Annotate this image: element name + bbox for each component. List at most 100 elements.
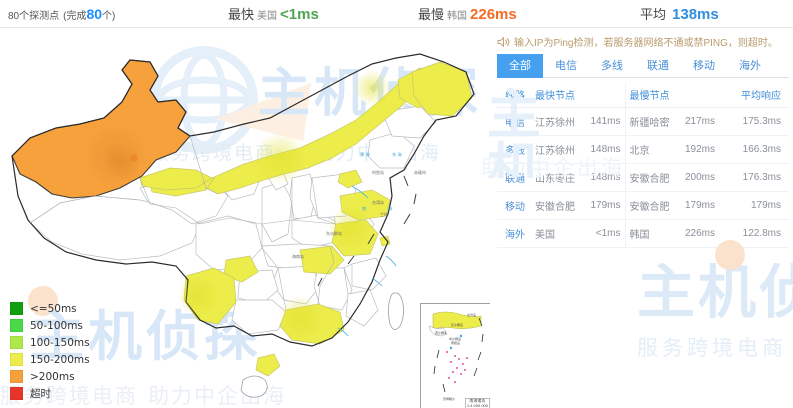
fastest-summary: 最快 美国 <1ms [228,4,319,23]
legend-item: 50-100ms [10,317,90,334]
row-slow-node: 韩国 [624,219,672,248]
legend-swatch-5 [10,387,23,400]
speaker-icon [497,35,510,48]
row-fast-node: 安徽合肥 [531,191,578,220]
col-header-line: 线路 [497,82,531,108]
svg-text:曾母暗沙: 曾母暗沙 [443,396,455,401]
slowest-label: 最慢 [418,7,445,22]
china-map-svg[interactable]: 黄 海 东 海 南 海 钓鱼岛 赤尾屿 台湾岛 兰屿 东沙群岛 海南岛 [0,28,490,408]
legend-label-2: 100-150ms [30,336,90,349]
fastest-region: 美国 [257,11,278,22]
probe-count-prefix: 80个探测点 [8,10,60,22]
probe-glow-jiangsu [328,206,372,250]
tab-unicom[interactable]: 联通 [647,60,669,72]
row-line: 移动 [497,191,531,220]
legend-item: 超时 [10,385,90,402]
svg-text:东沙群岛: 东沙群岛 [451,322,463,327]
average-summary: 平均 138ms [640,4,719,23]
legend-label-3: 150-200ms [30,353,90,366]
row-fast-ms: 179ms [578,191,625,220]
legend-item: >200ms [10,368,90,385]
svg-text:西沙群岛: 西沙群岛 [435,330,447,335]
col-header-fastest: 最快节点 [531,82,625,108]
row-line: 联通 [497,163,531,192]
inset-scale-text: 1:4 000 000 [466,402,488,408]
row-fast-node: 江苏徐州 [531,135,578,164]
legend-swatch-3 [10,353,23,366]
panel-watermark-brand-text: 主机侦探 [637,263,793,325]
map-legend: <=50ms 50-100ms 100-150ms 150-200ms >200… [10,300,90,402]
average-label: 平均 [640,7,667,22]
legend-item: 100-150ms [10,334,90,351]
row-avg-ms: 176.3ms [719,163,789,192]
tab-multiline[interactable]: 多线 [601,60,623,72]
summary-bar: 80个探测点 (完成 80 个) 最快 美国 <1ms 最慢 韩国 226ms … [0,0,793,28]
tab-all[interactable]: 全部 [497,54,543,78]
slowest-summary: 最慢 韩国 226ms [418,4,517,23]
svg-text:台湾岛: 台湾岛 [372,199,384,205]
map-taiwan [388,292,404,330]
table-row[interactable]: 多线 江苏徐州 148ms 北京 192ms 166.3ms [497,135,789,164]
svg-text:黄岩岛: 黄岩岛 [451,340,460,345]
probe-note-close: 个) [102,10,116,22]
row-slow-ms: 179ms [672,191,719,220]
legend-swatch-4 [10,370,23,383]
svg-text:台湾岛: 台湾岛 [467,312,476,317]
svg-text:海: 海 [388,205,393,212]
row-line: 电信 [497,107,531,136]
legend-label-0: <=50ms [30,302,77,315]
line-filter-tabs: 全部 电信 多线 联通 移动 海外 [497,54,789,78]
legend-item: <=50ms [10,300,90,317]
results-panel: 输入IP为Ping检测，若服务器网络不通或禁PING，则超时。 全部 电信 多线… [481,28,793,408]
probe-count-summary: 80个探测点 (完成 80 个) [8,6,115,22]
probe-note-open: (完成 [63,10,87,22]
row-avg-ms: 179ms [719,191,789,220]
china-ping-map[interactable]: 主机侦探 服务跨境电商 助力中企出海 主机侦探 服务跨境电商 助力中企出海 [0,28,490,408]
probe-glow-heilongjiang [354,70,390,106]
row-slow-ms: 200ms [672,163,719,192]
row-fast-ms: 141ms [578,107,625,136]
row-fast-node: 美国 [531,219,578,248]
svg-text:东 海: 东 海 [392,151,403,158]
ping-results-table: 线路 最快节点 最慢节点 平均响应 电信 江苏徐州 141ms 新疆哈密 217… [497,82,789,248]
svg-text:赤尾屿: 赤尾屿 [414,169,426,175]
tab-mobile[interactable]: 移动 [693,60,715,72]
probe-glow-inner-mongolia [254,132,306,184]
svg-text:海南岛: 海南岛 [292,253,304,259]
table-header-row: 线路 最快节点 最慢节点 平均响应 [497,82,789,108]
slowest-value: 226ms [470,6,517,23]
slowest-region: 韩国 [447,11,468,22]
tab-telecom[interactable]: 电信 [555,60,577,72]
probe-glow-guangdong [278,296,322,340]
row-fast-ms: 148ms [578,163,625,192]
col-header-slowest: 最慢节点 [624,82,719,108]
legend-label-1: 50-100ms [30,319,83,332]
svg-text:南: 南 [362,205,366,211]
row-fast-node: 江苏徐州 [531,107,578,136]
row-avg-ms: 122.8ms [719,219,789,248]
legend-swatch-0 [10,302,23,315]
legend-item: 150-200ms [10,351,90,368]
col-header-average: 平均响应 [719,82,789,108]
fastest-value: <1ms [280,6,319,23]
row-fast-ms: <1ms [578,219,625,248]
ping-hint-row: 输入IP为Ping检测，若服务器网络不通或禁PING，则超时。 [497,28,789,50]
row-slow-ms: 226ms [672,219,719,248]
table-row[interactable]: 移动 安徽合肥 179ms 安徽合肥 179ms 179ms [497,191,789,220]
row-line: 多线 [497,135,531,164]
probe-glow-yunnan [178,276,218,316]
row-fast-node: 山东枣庄 [531,163,578,192]
inset-label-text: 南海诸岛 [469,398,486,404]
row-slow-ms: 192ms [672,135,719,164]
inset-scale-label: 南海诸岛 1:4 000 000 [464,398,490,408]
row-slow-ms: 217ms [672,107,719,136]
tab-overseas[interactable]: 海外 [739,60,761,72]
table-row[interactable]: 海外 美国 <1ms 韩国 226ms 122.8ms [497,219,789,248]
probe-completed-count: 80 [86,5,103,22]
legend-label-5: 超时 [30,388,51,400]
table-row[interactable]: 电信 江苏徐州 141ms 新疆哈密 217ms 175.3ms [497,107,789,136]
map-island-labels: 钓鱼岛 赤尾屿 台湾岛 兰屿 东沙群岛 海南岛 [292,169,426,259]
table-row[interactable]: 联通 山东枣庄 148ms 安徽合肥 200ms 176.3ms [497,163,789,192]
fastest-label: 最快 [228,7,255,22]
row-line: 海外 [497,219,531,248]
